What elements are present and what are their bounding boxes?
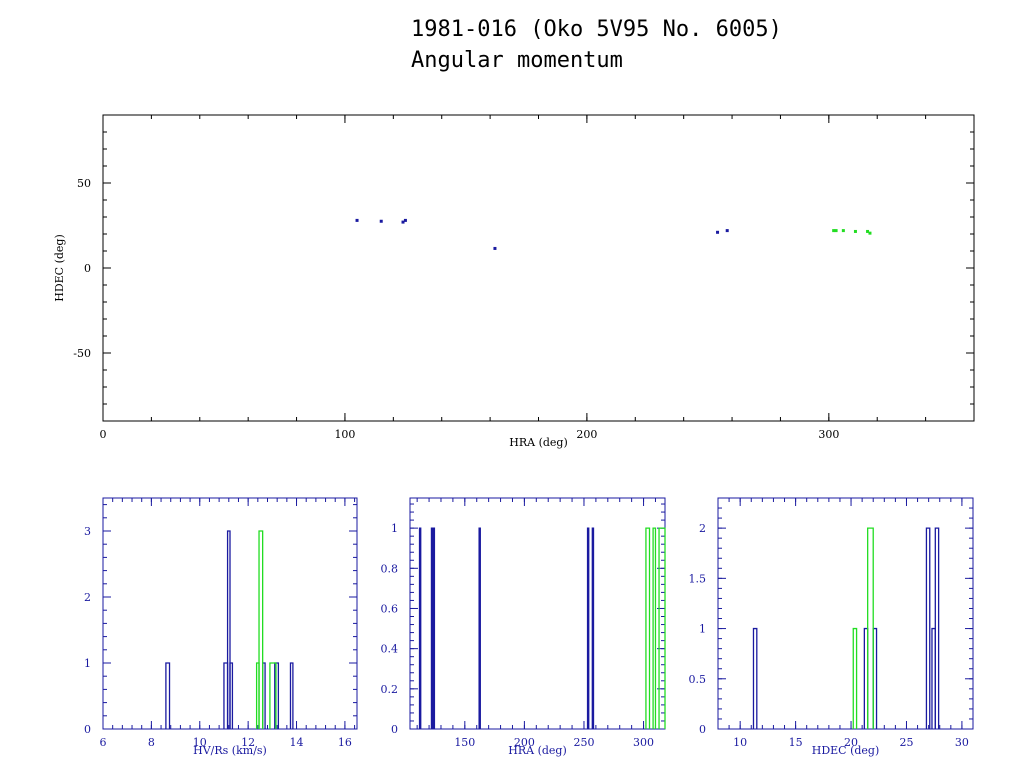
y-tick-label: 2 [699, 522, 706, 535]
scatter-point-s2 [832, 229, 836, 233]
scatter-point-s2 [853, 229, 857, 233]
x-axis-label: HRA (deg) [509, 436, 568, 449]
histogram-bar-s1 [432, 527, 436, 729]
y-tick-label: 2 [84, 591, 91, 604]
x-tick-label: 12 [241, 736, 255, 749]
scatter-point-s1 [725, 229, 729, 233]
plot-frame [102, 114, 975, 422]
histogram-bar-s1 [586, 527, 590, 729]
x-tick-label: 200 [576, 428, 597, 441]
histogram-bar-s1 [925, 527, 931, 729]
histogram-bar-s1 [229, 662, 234, 729]
x-tick-label: 15 [789, 736, 803, 749]
y-tick-label: 0 [84, 723, 91, 736]
y-tick-label: 1.5 [689, 572, 707, 585]
x-tick-label: 16 [338, 736, 352, 749]
scatter-point-s2 [834, 229, 838, 233]
x-tick-label: 150 [454, 736, 475, 749]
histogram-bar-s1 [752, 627, 758, 729]
x-tick-label: 6 [100, 736, 107, 749]
histogram-bar-s2 [852, 627, 858, 729]
scatter-point-s1 [403, 218, 407, 222]
histogram-bar-s1 [418, 527, 422, 729]
y-tick-label: 1 [391, 522, 398, 535]
scatter-point-s2 [866, 229, 870, 233]
x-tick-label: 8 [148, 736, 155, 749]
y-tick-label: 50 [77, 177, 91, 190]
y-tick-label: 0.4 [381, 643, 399, 656]
y-tick-label: 0.8 [381, 562, 399, 575]
y-tick-label: 3 [84, 525, 91, 538]
chart-1: 0 100 200 300 -50 0 50 HRA (deg) HDEC (deg) [53, 114, 975, 449]
x-tick-label: 10 [193, 736, 207, 749]
y-tick-label: 1 [699, 623, 706, 636]
histogram-bar-s1 [430, 527, 434, 729]
plot-frame [409, 497, 666, 730]
x-tick-label: 0 [100, 428, 107, 441]
y-axis-label: HDEC (deg) [53, 234, 66, 302]
x-tick-label: 30 [955, 736, 969, 749]
x-axis-label: HV/Rs (km/s) [193, 744, 267, 757]
histogram-bar-s2 [258, 530, 264, 729]
histogram-bar-s1 [478, 527, 481, 729]
histogram-bar-s1 [165, 662, 171, 729]
x-axis-label: HRA (deg) [508, 744, 567, 757]
histogram-bar-s2 [269, 662, 277, 729]
scatter-point-s2 [868, 231, 872, 235]
y-tick-label: 0 [699, 723, 706, 736]
x-tick-label: 200 [514, 736, 535, 749]
x-axis-label: HDEC (deg) [812, 744, 880, 757]
y-tick-label: 0 [84, 262, 91, 275]
chart-subtitle: Angular momentum [411, 48, 623, 73]
chart-title: 1981-016 (Oko 5V95 No. 6005) [411, 17, 782, 42]
x-tick-label: 10 [733, 736, 747, 749]
histogram-bar-s2 [658, 527, 666, 729]
y-tick-label: 0 [391, 723, 398, 736]
histogram-bar-s2 [867, 527, 874, 729]
x-tick-label: 20 [844, 736, 858, 749]
x-tick-label: 14 [290, 736, 304, 749]
y-tick-label: 1 [84, 657, 91, 670]
x-tick-label: 25 [899, 736, 913, 749]
x-tick-label: 300 [818, 428, 839, 441]
histogram-bar-s1 [591, 527, 595, 729]
histogram-bar-s1 [289, 662, 294, 729]
scatter-point-s1 [716, 230, 720, 234]
histogram-bar-s2 [652, 527, 657, 729]
y-tick-label: -50 [73, 347, 91, 360]
histogram-bar-s2 [645, 527, 651, 729]
plot-frame [717, 497, 974, 730]
scatter-point-s1 [401, 220, 405, 224]
y-tick-label: 0.6 [381, 602, 399, 615]
scatter-point-s1 [493, 246, 497, 250]
x-tick-label: 100 [334, 428, 355, 441]
scatter-point-s1 [355, 218, 359, 222]
y-tick-label: 0.5 [689, 673, 707, 686]
histogram-bar-s1 [934, 527, 940, 729]
scatter-point-s1 [379, 219, 383, 223]
chart-4: 10 15 20 25 30 0 0.5 1 1.5 2 HDEC (deg) [689, 497, 974, 757]
scatter-point-s2 [841, 229, 845, 233]
x-tick-label: 300 [633, 736, 654, 749]
chart-3: 150 200 250 300 0 0.2 0.4 0.6 0.8 1 HRA (deg) [381, 497, 666, 757]
y-tick-label: 0.2 [381, 683, 399, 696]
histogram-bar-s1 [226, 530, 231, 729]
x-tick-label: 250 [573, 736, 594, 749]
